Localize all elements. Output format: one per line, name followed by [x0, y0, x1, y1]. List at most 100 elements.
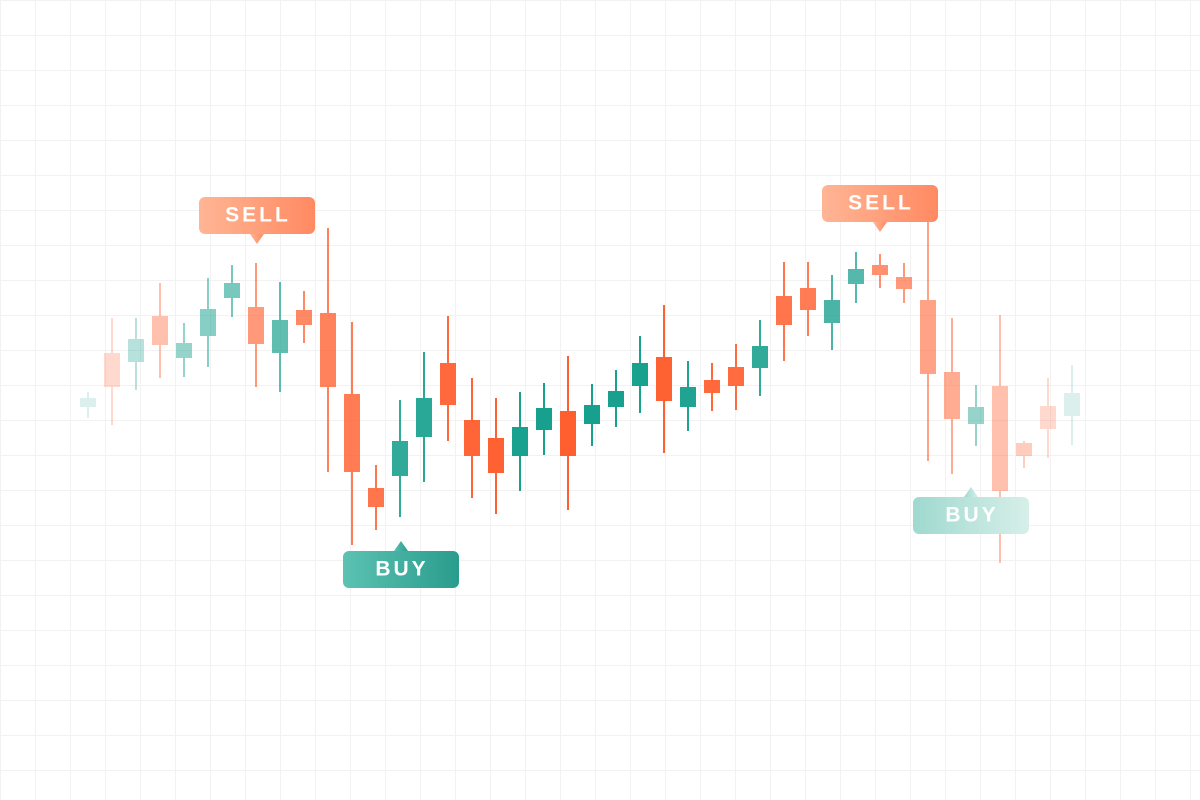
- candle: [800, 262, 816, 336]
- candle: [920, 220, 936, 461]
- candle-body: [320, 313, 336, 387]
- candle-body: [704, 380, 720, 393]
- candle: [632, 336, 648, 413]
- candle-body: [608, 391, 624, 407]
- candle: [416, 352, 432, 482]
- signal-text: SELL: [848, 192, 914, 215]
- signal-box: [199, 197, 315, 234]
- signal-pointer: [250, 234, 264, 244]
- candle-body: [128, 339, 144, 362]
- candle-body: [560, 411, 576, 456]
- candle: [536, 383, 552, 455]
- signal-label: SELL: [822, 185, 938, 232]
- candle: [1064, 365, 1080, 445]
- candle-body: [1040, 406, 1056, 429]
- candle-body: [800, 288, 816, 310]
- signal-box: [822, 185, 938, 222]
- candle-body: [920, 300, 936, 374]
- signal-label: SELL: [199, 197, 315, 244]
- candle-body: [992, 386, 1008, 491]
- candle-body: [464, 420, 480, 456]
- candle: [440, 316, 456, 441]
- candle-body: [968, 407, 984, 424]
- candle-body: [536, 408, 552, 430]
- candle: [1016, 441, 1032, 468]
- candle-body: [656, 357, 672, 401]
- candle-body: [776, 296, 792, 325]
- candle: [512, 392, 528, 491]
- candle-body: [848, 269, 864, 284]
- candle-body: [80, 398, 96, 407]
- candle-body: [176, 343, 192, 358]
- candle: [944, 318, 960, 474]
- candle-body: [440, 363, 456, 405]
- candle-body: [824, 300, 840, 323]
- candle-body: [368, 488, 384, 507]
- candle: [656, 305, 672, 453]
- candle: [296, 291, 312, 343]
- candle-body: [272, 320, 288, 353]
- candle: [368, 465, 384, 530]
- candle: [320, 228, 336, 472]
- candle: [464, 378, 480, 498]
- signal-box: [343, 551, 459, 588]
- candle: [608, 370, 624, 427]
- candle-body: [416, 398, 432, 437]
- signal-text: SELL: [225, 204, 291, 227]
- candle: [560, 356, 576, 510]
- signal-pointer: [964, 487, 978, 497]
- candle: [176, 323, 192, 377]
- candle: [776, 262, 792, 361]
- candle-body: [632, 363, 648, 386]
- candle-body: [224, 283, 240, 298]
- candle: [848, 252, 864, 303]
- candle-body: [1064, 393, 1080, 416]
- candle: [824, 275, 840, 350]
- candle: [728, 344, 744, 410]
- candle-body: [392, 441, 408, 476]
- candle-body: [152, 316, 168, 345]
- candle: [488, 398, 504, 514]
- candle-body: [248, 307, 264, 344]
- signal-box: [913, 497, 1029, 534]
- candle: [752, 320, 768, 396]
- candle-body: [512, 427, 528, 456]
- candle: [392, 400, 408, 517]
- signal-pointer: [873, 222, 887, 232]
- candle-body: [200, 309, 216, 336]
- signal-pointer: [394, 541, 408, 551]
- signal-label: BUY: [913, 487, 1029, 534]
- candle-body: [1016, 443, 1032, 456]
- candle-body: [344, 394, 360, 472]
- signal-text: BUY: [375, 558, 428, 581]
- candle-body: [872, 265, 888, 275]
- candle-body: [104, 353, 120, 387]
- candle: [80, 392, 96, 418]
- candle: [344, 322, 360, 545]
- candle-body: [584, 405, 600, 424]
- candle-body: [728, 367, 744, 386]
- candle: [704, 363, 720, 411]
- candle: [128, 318, 144, 390]
- candle: [680, 361, 696, 431]
- candle-body: [680, 387, 696, 407]
- candle: [104, 318, 120, 425]
- candle-body: [752, 346, 768, 368]
- candle-body: [488, 438, 504, 473]
- candle: [1040, 378, 1056, 458]
- candle: [872, 254, 888, 288]
- candle: [200, 278, 216, 367]
- candle-body: [896, 277, 912, 289]
- candle-body: [944, 372, 960, 419]
- candle-body: [296, 310, 312, 325]
- candle: [272, 282, 288, 392]
- candle: [248, 263, 264, 387]
- candle: [152, 283, 168, 378]
- candle: [584, 384, 600, 446]
- candle: [224, 265, 240, 317]
- candle: [896, 263, 912, 303]
- signal-label: BUY: [343, 541, 459, 588]
- signal-text: BUY: [945, 504, 998, 527]
